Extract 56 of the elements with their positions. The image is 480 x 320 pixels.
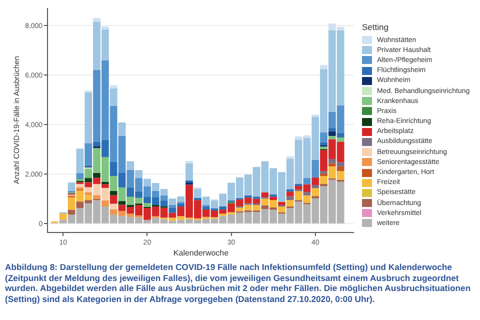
- bar: [320, 142, 328, 146]
- bar: [286, 192, 294, 196]
- bar: [270, 194, 277, 197]
- bar: [59, 213, 67, 220]
- bar: [336, 166, 344, 172]
- bar: [186, 160, 193, 164]
- bar: [101, 200, 109, 207]
- bar: [110, 85, 118, 88]
- bar: [110, 204, 118, 210]
- bar: [328, 131, 336, 136]
- bar: [110, 190, 118, 196]
- bar: [168, 208, 176, 213]
- bar: [93, 195, 100, 199]
- bar: [328, 163, 336, 166]
- x-axis-title: Kalenderwoche: [173, 248, 230, 258]
- bar: [312, 160, 320, 178]
- bar: [320, 146, 328, 150]
- bar: [118, 201, 126, 205]
- bar: [76, 148, 84, 174]
- bar: [101, 184, 109, 188]
- bar: [93, 172, 100, 178]
- bar: [320, 174, 328, 176]
- bar: [186, 163, 193, 180]
- bar: [303, 178, 311, 184]
- bar: [312, 184, 320, 188]
- bar: [320, 64, 328, 70]
- bar: [93, 18, 100, 22]
- bar: [320, 171, 328, 174]
- bar: [328, 128, 336, 132]
- bar: [110, 195, 118, 204]
- bar: [68, 182, 76, 191]
- bar: [84, 92, 92, 144]
- bar: [320, 132, 328, 142]
- bar: [320, 184, 328, 186]
- text: Abbildung 8: Darstellung der gemeldeten COVID-19 Fälle nach Infektionsumfeld (Setting) und Kalenderwoche (Zeitpunkt der Meldung des jeweiligen Falles), die vom jeweiligen Gesundheitsamt einem Ausbruch zugeordnet wurden. Abgebildet werden alle Fälle aus Ausbrüchen mit 2 oder mehr Fällen. Die möglichen Ausbruchsituationen (Setting) sind als Kategorien in der Abfrage vorgegeben (Datenstand 27.10.2020, 0:00 Uhr).: [5, 262, 472, 304]
- bar: [270, 196, 277, 200]
- bar: [118, 122, 126, 136]
- bar: [135, 170, 142, 178]
- bar: [84, 192, 92, 196]
- bar: [177, 203, 185, 207]
- bar: [286, 189, 294, 192]
- bar: [336, 132, 344, 138]
- bar: [303, 192, 311, 196]
- bar: [76, 173, 84, 178]
- bar: [126, 161, 134, 170]
- bar: [101, 26, 109, 30]
- bar: [84, 143, 92, 166]
- bar: [286, 196, 294, 200]
- bar: [68, 210, 76, 215]
- bar: [261, 192, 269, 198]
- bar: [194, 198, 202, 200]
- bar: [286, 200, 294, 207]
- bar: [278, 202, 286, 206]
- legend-title: Setting: [362, 22, 390, 32]
- bar: [110, 88, 118, 106]
- bar: [168, 204, 176, 208]
